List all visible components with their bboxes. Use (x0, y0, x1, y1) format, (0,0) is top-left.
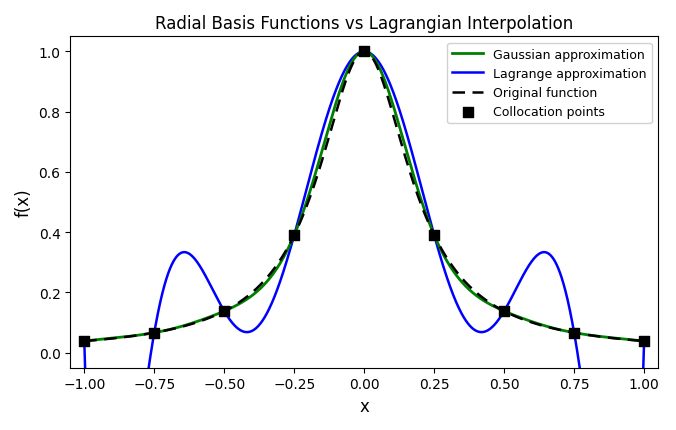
Title: Radial Basis Functions vs Lagrangian Interpolation: Radial Basis Functions vs Lagrangian Int… (155, 15, 573, 33)
Collocation points (359, 49, 370, 56)
Gaussian approximation (352, 54, 360, 59)
Legend: Gaussian approximation, Lagrange approximation, Original function, Collocation p: Gaussian approximation, Lagrange approxi… (447, 43, 652, 124)
Lagrange approximation (338, 74, 346, 79)
Original function (337, 92, 345, 97)
Lagrange approximation (640, 339, 648, 344)
Original function (80, 339, 89, 344)
Gaussian approximation (624, 337, 632, 342)
Gaussian approximation (640, 339, 648, 344)
Gaussian approximation (80, 339, 89, 344)
Original function (360, 50, 368, 55)
Line: Original function: Original function (84, 52, 644, 341)
Gaussian approximation (521, 317, 529, 322)
Collocation points (79, 338, 90, 345)
Collocation points (569, 329, 579, 336)
Y-axis label: f(x): f(x) (15, 188, 33, 217)
X-axis label: x: x (359, 397, 369, 415)
Original function (109, 336, 117, 341)
Original function (640, 339, 648, 344)
Lagrange approximation (522, 269, 530, 274)
Line: Gaussian approximation: Gaussian approximation (84, 52, 644, 341)
Collocation points (219, 308, 230, 315)
Gaussian approximation (624, 337, 632, 342)
Collocation points (289, 232, 299, 239)
Original function (521, 318, 529, 323)
Original function (624, 337, 632, 342)
Gaussian approximation (109, 336, 117, 341)
Original function (352, 55, 360, 61)
Line: Lagrange approximation: Lagrange approximation (84, 52, 644, 430)
Collocation points (499, 308, 510, 315)
Lagrange approximation (353, 52, 361, 58)
Gaussian approximation (337, 84, 345, 89)
Collocation points (429, 232, 439, 239)
Lagrange approximation (80, 339, 89, 344)
Collocation points (149, 329, 160, 336)
Original function (624, 337, 632, 342)
Collocation points (639, 338, 650, 345)
Lagrange approximation (360, 50, 368, 55)
Gaussian approximation (360, 50, 368, 55)
